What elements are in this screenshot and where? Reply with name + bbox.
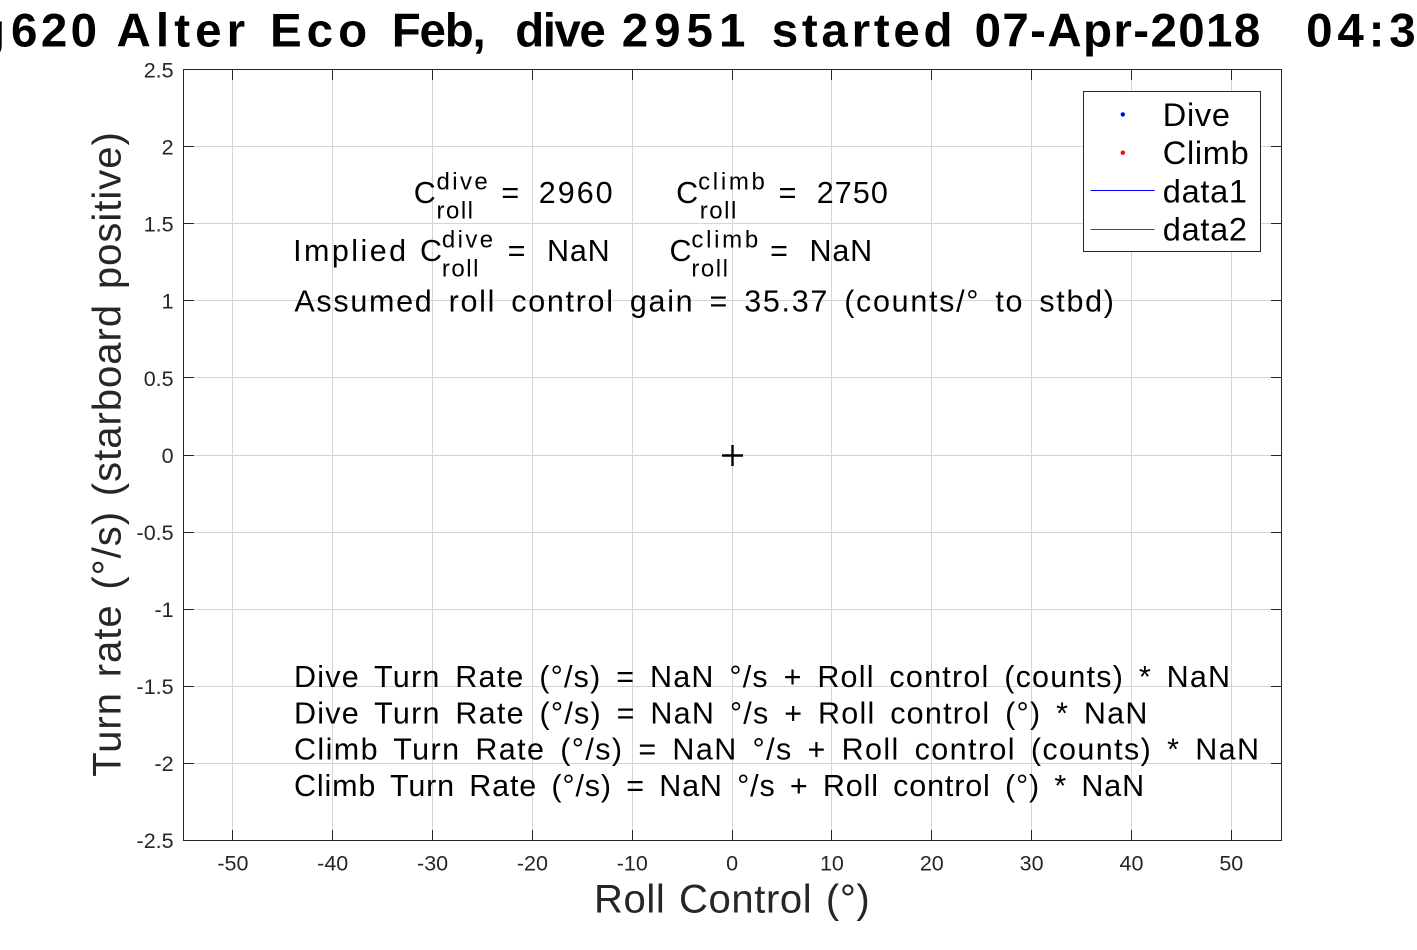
svg-text:2951: 2951 bbox=[622, 5, 752, 58]
svg-text:Dive Turn Rate (°/s) = NaN °/s: Dive Turn Rate (°/s) = NaN °/s + Roll co… bbox=[294, 660, 1231, 694]
svg-text:roll: roll bbox=[691, 256, 729, 283]
svg-text:started: started bbox=[772, 5, 957, 58]
svg-text:30: 30 bbox=[1020, 851, 1044, 875]
svg-text:0: 0 bbox=[162, 444, 174, 468]
svg-text:g: g bbox=[0, 5, 5, 58]
svg-text:620: 620 bbox=[11, 5, 100, 58]
svg-text:C: C bbox=[676, 176, 698, 210]
svg-text:Climb Turn Rate (°/s) = NaN °/: Climb Turn Rate (°/s) = NaN °/s + Roll c… bbox=[294, 769, 1145, 803]
svg-text:-1: -1 bbox=[154, 598, 173, 622]
svg-text:Eco: Eco bbox=[270, 5, 372, 58]
svg-text:-0.5: -0.5 bbox=[137, 521, 174, 545]
svg-text:0.5: 0.5 bbox=[144, 367, 174, 391]
svg-text:-1.5: -1.5 bbox=[137, 675, 174, 699]
svg-text:=: = bbox=[508, 234, 526, 268]
svg-text:07-Apr-2018: 07-Apr-2018 bbox=[975, 5, 1262, 58]
svg-text:roll: roll bbox=[437, 198, 475, 225]
svg-text:C: C bbox=[414, 176, 436, 210]
svg-text:Feb,: Feb, bbox=[392, 5, 485, 58]
svg-text:climb: climb bbox=[698, 168, 768, 195]
svg-text:-30: -30 bbox=[417, 851, 448, 875]
svg-text:=: = bbox=[779, 176, 797, 210]
svg-text:C: C bbox=[420, 234, 442, 268]
svg-text:0: 0 bbox=[726, 851, 738, 875]
svg-text:1.5: 1.5 bbox=[144, 213, 174, 237]
svg-text:=: = bbox=[770, 234, 788, 268]
svg-text:-2.5: -2.5 bbox=[137, 829, 174, 853]
svg-text:climb: climb bbox=[691, 226, 761, 253]
svg-text:-50: -50 bbox=[217, 851, 248, 875]
svg-text:1: 1 bbox=[162, 290, 174, 314]
svg-text:dive: dive bbox=[515, 5, 604, 58]
svg-text:NaN: NaN bbox=[810, 234, 873, 268]
svg-text:dive: dive bbox=[437, 168, 491, 195]
svg-text:-2: -2 bbox=[154, 752, 173, 776]
svg-text:Climb Turn Rate (°/s) = NaN °/: Climb Turn Rate (°/s) = NaN °/s + Roll c… bbox=[294, 733, 1260, 767]
svg-text:data2: data2 bbox=[1163, 212, 1248, 248]
svg-text:10: 10 bbox=[820, 851, 844, 875]
svg-text:C: C bbox=[670, 234, 692, 268]
svg-text:50: 50 bbox=[1219, 851, 1243, 875]
svg-text:2: 2 bbox=[162, 136, 174, 160]
svg-text:Roll Control (°): Roll Control (°) bbox=[594, 878, 870, 922]
svg-text:NaN: NaN bbox=[547, 234, 610, 268]
svg-text:-20: -20 bbox=[517, 851, 548, 875]
svg-text:20: 20 bbox=[920, 851, 944, 875]
svg-text:data1: data1 bbox=[1163, 173, 1248, 209]
svg-text:Alter: Alter bbox=[117, 5, 251, 58]
svg-text:04:37:02: 04:37:02 bbox=[1306, 5, 1417, 58]
svg-text:dive: dive bbox=[442, 226, 496, 253]
svg-text:Climb: Climb bbox=[1163, 135, 1250, 171]
svg-text:-40: -40 bbox=[317, 851, 348, 875]
svg-text:2.5: 2.5 bbox=[144, 59, 174, 83]
svg-text:Assumed roll control gain = 35: Assumed roll control gain = 35.37 (count… bbox=[294, 285, 1115, 319]
svg-text:roll: roll bbox=[442, 256, 480, 283]
svg-text:=: = bbox=[501, 176, 519, 210]
svg-text:Turn rate (°/s) (starboard pos: Turn rate (°/s) (starboard positive) bbox=[86, 131, 130, 777]
svg-text:-10: -10 bbox=[617, 851, 648, 875]
svg-text:roll: roll bbox=[700, 198, 738, 225]
svg-text:2960: 2960 bbox=[539, 176, 615, 210]
svg-text:Dive Turn Rate (°/s) = NaN °/s: Dive Turn Rate (°/s) = NaN °/s + Roll co… bbox=[294, 696, 1149, 730]
svg-text:Dive: Dive bbox=[1163, 97, 1231, 133]
svg-text:40: 40 bbox=[1120, 851, 1144, 875]
svg-text:2750: 2750 bbox=[817, 176, 889, 210]
svg-text:Implied: Implied bbox=[293, 234, 408, 268]
